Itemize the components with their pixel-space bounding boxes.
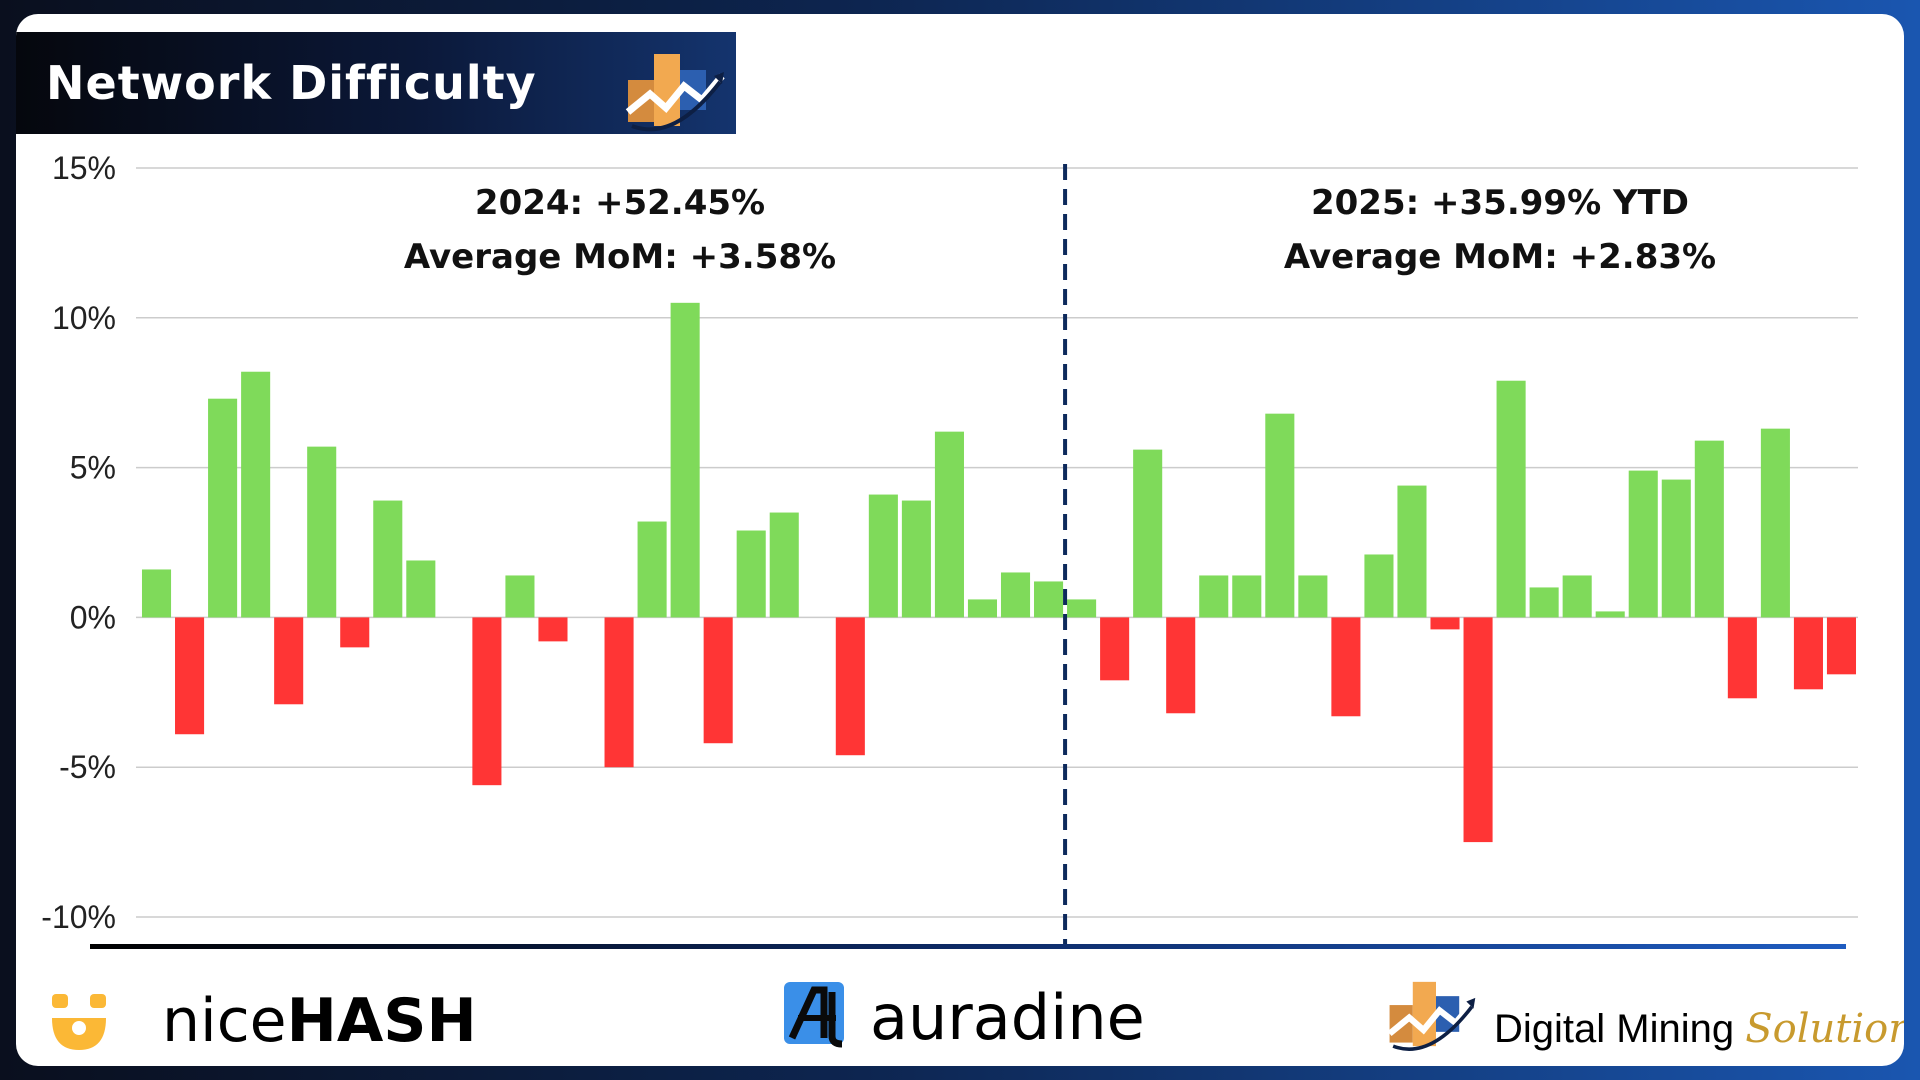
auradine-logo: auradine: [778, 974, 1178, 1064]
bar-2025-51: [1826, 617, 1857, 675]
bar-2025-50: [1793, 617, 1823, 690]
dms-logo-icon: [625, 54, 725, 132]
title-bar: Network Difficulty: [16, 32, 736, 134]
bar-2025-41: [1496, 380, 1526, 618]
bar-2025-34: [1265, 413, 1295, 618]
auradine-icon: [784, 982, 844, 1048]
bar-2025-36: [1331, 617, 1361, 717]
bar-2025-29: [1100, 617, 1130, 681]
bar-2025-37: [1364, 554, 1394, 618]
bar-2025-43: [1562, 575, 1592, 618]
difficulty-chart: 15% 10% 5% 0% -5% -10% 2024: +52.45% Average …: [41, 150, 1858, 944]
annotation-2024-total: 2024: +52.45%: [475, 183, 765, 223]
bar-2024-0: [141, 569, 172, 618]
bar-2024-15: [637, 521, 667, 618]
y-tick-label: 0%: [70, 599, 116, 635]
bar-2024-22: [868, 494, 898, 618]
bar-2025-38: [1397, 485, 1427, 618]
bar-2024-27: [1034, 581, 1064, 618]
annotation-2024-average: Average MoM: +3.58%: [404, 237, 836, 277]
bar-2025-39: [1430, 617, 1460, 630]
bar-2024-4: [274, 617, 304, 705]
nicehash-text-bold: HASH: [286, 986, 477, 1056]
bar-2025-35: [1298, 575, 1328, 618]
bar-2024-2: [208, 398, 238, 618]
bar-layer: [141, 302, 1857, 843]
dms-wordmark: Digital Mining Solutions: [1494, 1004, 1904, 1054]
dms-footer-logo: Digital Mining Solutions: [1386, 966, 1904, 1066]
bar-2024-10: [472, 617, 502, 786]
auradine-wordmark: auradine: [870, 981, 1145, 1054]
bar-2024-18: [736, 530, 766, 618]
bar-2024-12: [538, 617, 568, 642]
bar-2024-1: [175, 617, 205, 735]
bar-2025-44: [1595, 611, 1625, 618]
bar-2024-3: [241, 371, 271, 618]
y-tick-label: -10%: [41, 899, 116, 935]
bar-2024-11: [505, 575, 535, 618]
tick-layer: 15% 10% 5% 0% -5% -10%: [41, 150, 116, 935]
bar-2024-14: [604, 617, 634, 768]
dms-footer-icon: [1387, 981, 1476, 1051]
bar-2025-42: [1529, 587, 1559, 618]
bar-2025-46: [1661, 479, 1691, 618]
y-tick-label: 5%: [70, 450, 116, 486]
nicehash-wordmark: niceHASH: [162, 986, 477, 1056]
bar-2024-24: [934, 431, 964, 618]
bar-2024-5: [307, 446, 337, 618]
bar-2025-45: [1628, 470, 1658, 618]
bar-2025-32: [1199, 575, 1229, 618]
nicehash-icon: [52, 994, 106, 1050]
bar-2024-6: [340, 617, 370, 648]
bar-2024-23: [901, 500, 931, 618]
bar-2024-21: [835, 617, 865, 756]
bar-2024-8: [406, 560, 436, 618]
bar-2024-7: [373, 500, 403, 618]
dms-text-solutions: Solutions: [1745, 1006, 1904, 1052]
bar-2024-19: [769, 512, 799, 618]
annotation-2025-total: 2025: +35.99% YTD: [1311, 183, 1689, 223]
dms-text-main: Digital Mining: [1494, 1007, 1746, 1051]
footer-divider: [90, 944, 1846, 949]
bar-2024-25: [967, 599, 998, 618]
annotation-2025-average: Average MoM: +2.83%: [1284, 237, 1716, 277]
nicehash-logo: niceHASH: [46, 980, 477, 1060]
y-tick-label: 10%: [52, 300, 116, 336]
y-tick-label: -5%: [59, 749, 116, 785]
chart-card: Network Difficulty 15% 10% 5% 0% -5% -10% 202…: [16, 14, 1904, 1066]
page-title: Network Difficulty: [46, 56, 537, 110]
bar-2025-33: [1232, 575, 1262, 618]
bar-2025-40: [1463, 617, 1493, 843]
bar-2025-47: [1694, 440, 1724, 618]
bar-2024-17: [703, 617, 733, 744]
bar-2025-28: [1067, 599, 1097, 618]
grid-layer: [136, 167, 1858, 918]
nicehash-text-light: nice: [162, 986, 287, 1056]
bar-2025-48: [1727, 617, 1757, 699]
bar-2024-16: [670, 302, 700, 618]
bar-2024-26: [1000, 572, 1031, 618]
y-tick-label: 15%: [52, 150, 116, 186]
bar-2025-31: [1166, 617, 1196, 714]
bar-2025-30: [1133, 449, 1163, 618]
bar-2025-49: [1760, 428, 1790, 618]
